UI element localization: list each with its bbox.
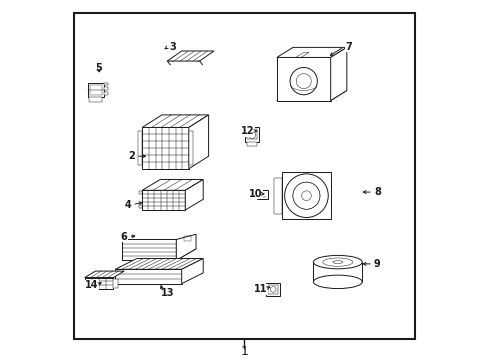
Polygon shape: [103, 82, 108, 85]
Text: 7: 7: [345, 42, 351, 52]
Polygon shape: [127, 252, 184, 258]
Polygon shape: [103, 87, 108, 90]
Text: 6: 6: [121, 232, 127, 242]
Polygon shape: [265, 283, 280, 296]
Polygon shape: [115, 269, 182, 284]
Polygon shape: [113, 279, 118, 288]
Polygon shape: [276, 58, 330, 100]
Polygon shape: [103, 92, 108, 95]
Polygon shape: [142, 127, 188, 169]
Text: 9: 9: [373, 259, 380, 269]
Polygon shape: [267, 285, 278, 294]
Polygon shape: [138, 191, 142, 194]
Polygon shape: [282, 172, 330, 219]
Polygon shape: [257, 188, 267, 199]
Text: 4: 4: [124, 200, 131, 210]
Text: 1: 1: [240, 345, 248, 358]
Polygon shape: [188, 131, 193, 165]
Polygon shape: [276, 90, 346, 100]
Ellipse shape: [313, 275, 362, 289]
Polygon shape: [185, 180, 203, 210]
Polygon shape: [115, 258, 203, 269]
Polygon shape: [274, 178, 282, 213]
Polygon shape: [84, 271, 124, 278]
Text: 13: 13: [160, 288, 174, 298]
Text: 5: 5: [96, 63, 102, 73]
Polygon shape: [182, 258, 203, 284]
Polygon shape: [244, 127, 258, 142]
Text: 3: 3: [169, 42, 176, 52]
Polygon shape: [176, 234, 196, 260]
Polygon shape: [167, 51, 214, 61]
Polygon shape: [246, 142, 257, 146]
Polygon shape: [142, 115, 208, 127]
Polygon shape: [122, 249, 196, 260]
Text: 11: 11: [253, 284, 267, 294]
Polygon shape: [89, 97, 102, 102]
Polygon shape: [142, 190, 185, 210]
Circle shape: [289, 68, 317, 95]
Polygon shape: [276, 48, 346, 58]
Polygon shape: [138, 131, 142, 165]
Polygon shape: [122, 239, 176, 260]
Text: 14: 14: [85, 280, 99, 291]
Text: 8: 8: [373, 187, 380, 197]
Polygon shape: [87, 82, 103, 97]
Polygon shape: [142, 180, 203, 190]
Circle shape: [284, 174, 327, 217]
Ellipse shape: [313, 255, 362, 269]
Polygon shape: [138, 205, 142, 208]
Text: 10: 10: [248, 189, 262, 199]
Polygon shape: [246, 129, 257, 139]
Polygon shape: [84, 278, 113, 289]
Polygon shape: [188, 115, 208, 169]
Polygon shape: [90, 85, 102, 95]
Polygon shape: [330, 48, 346, 100]
Text: 12: 12: [241, 126, 254, 136]
Text: 2: 2: [128, 151, 135, 161]
